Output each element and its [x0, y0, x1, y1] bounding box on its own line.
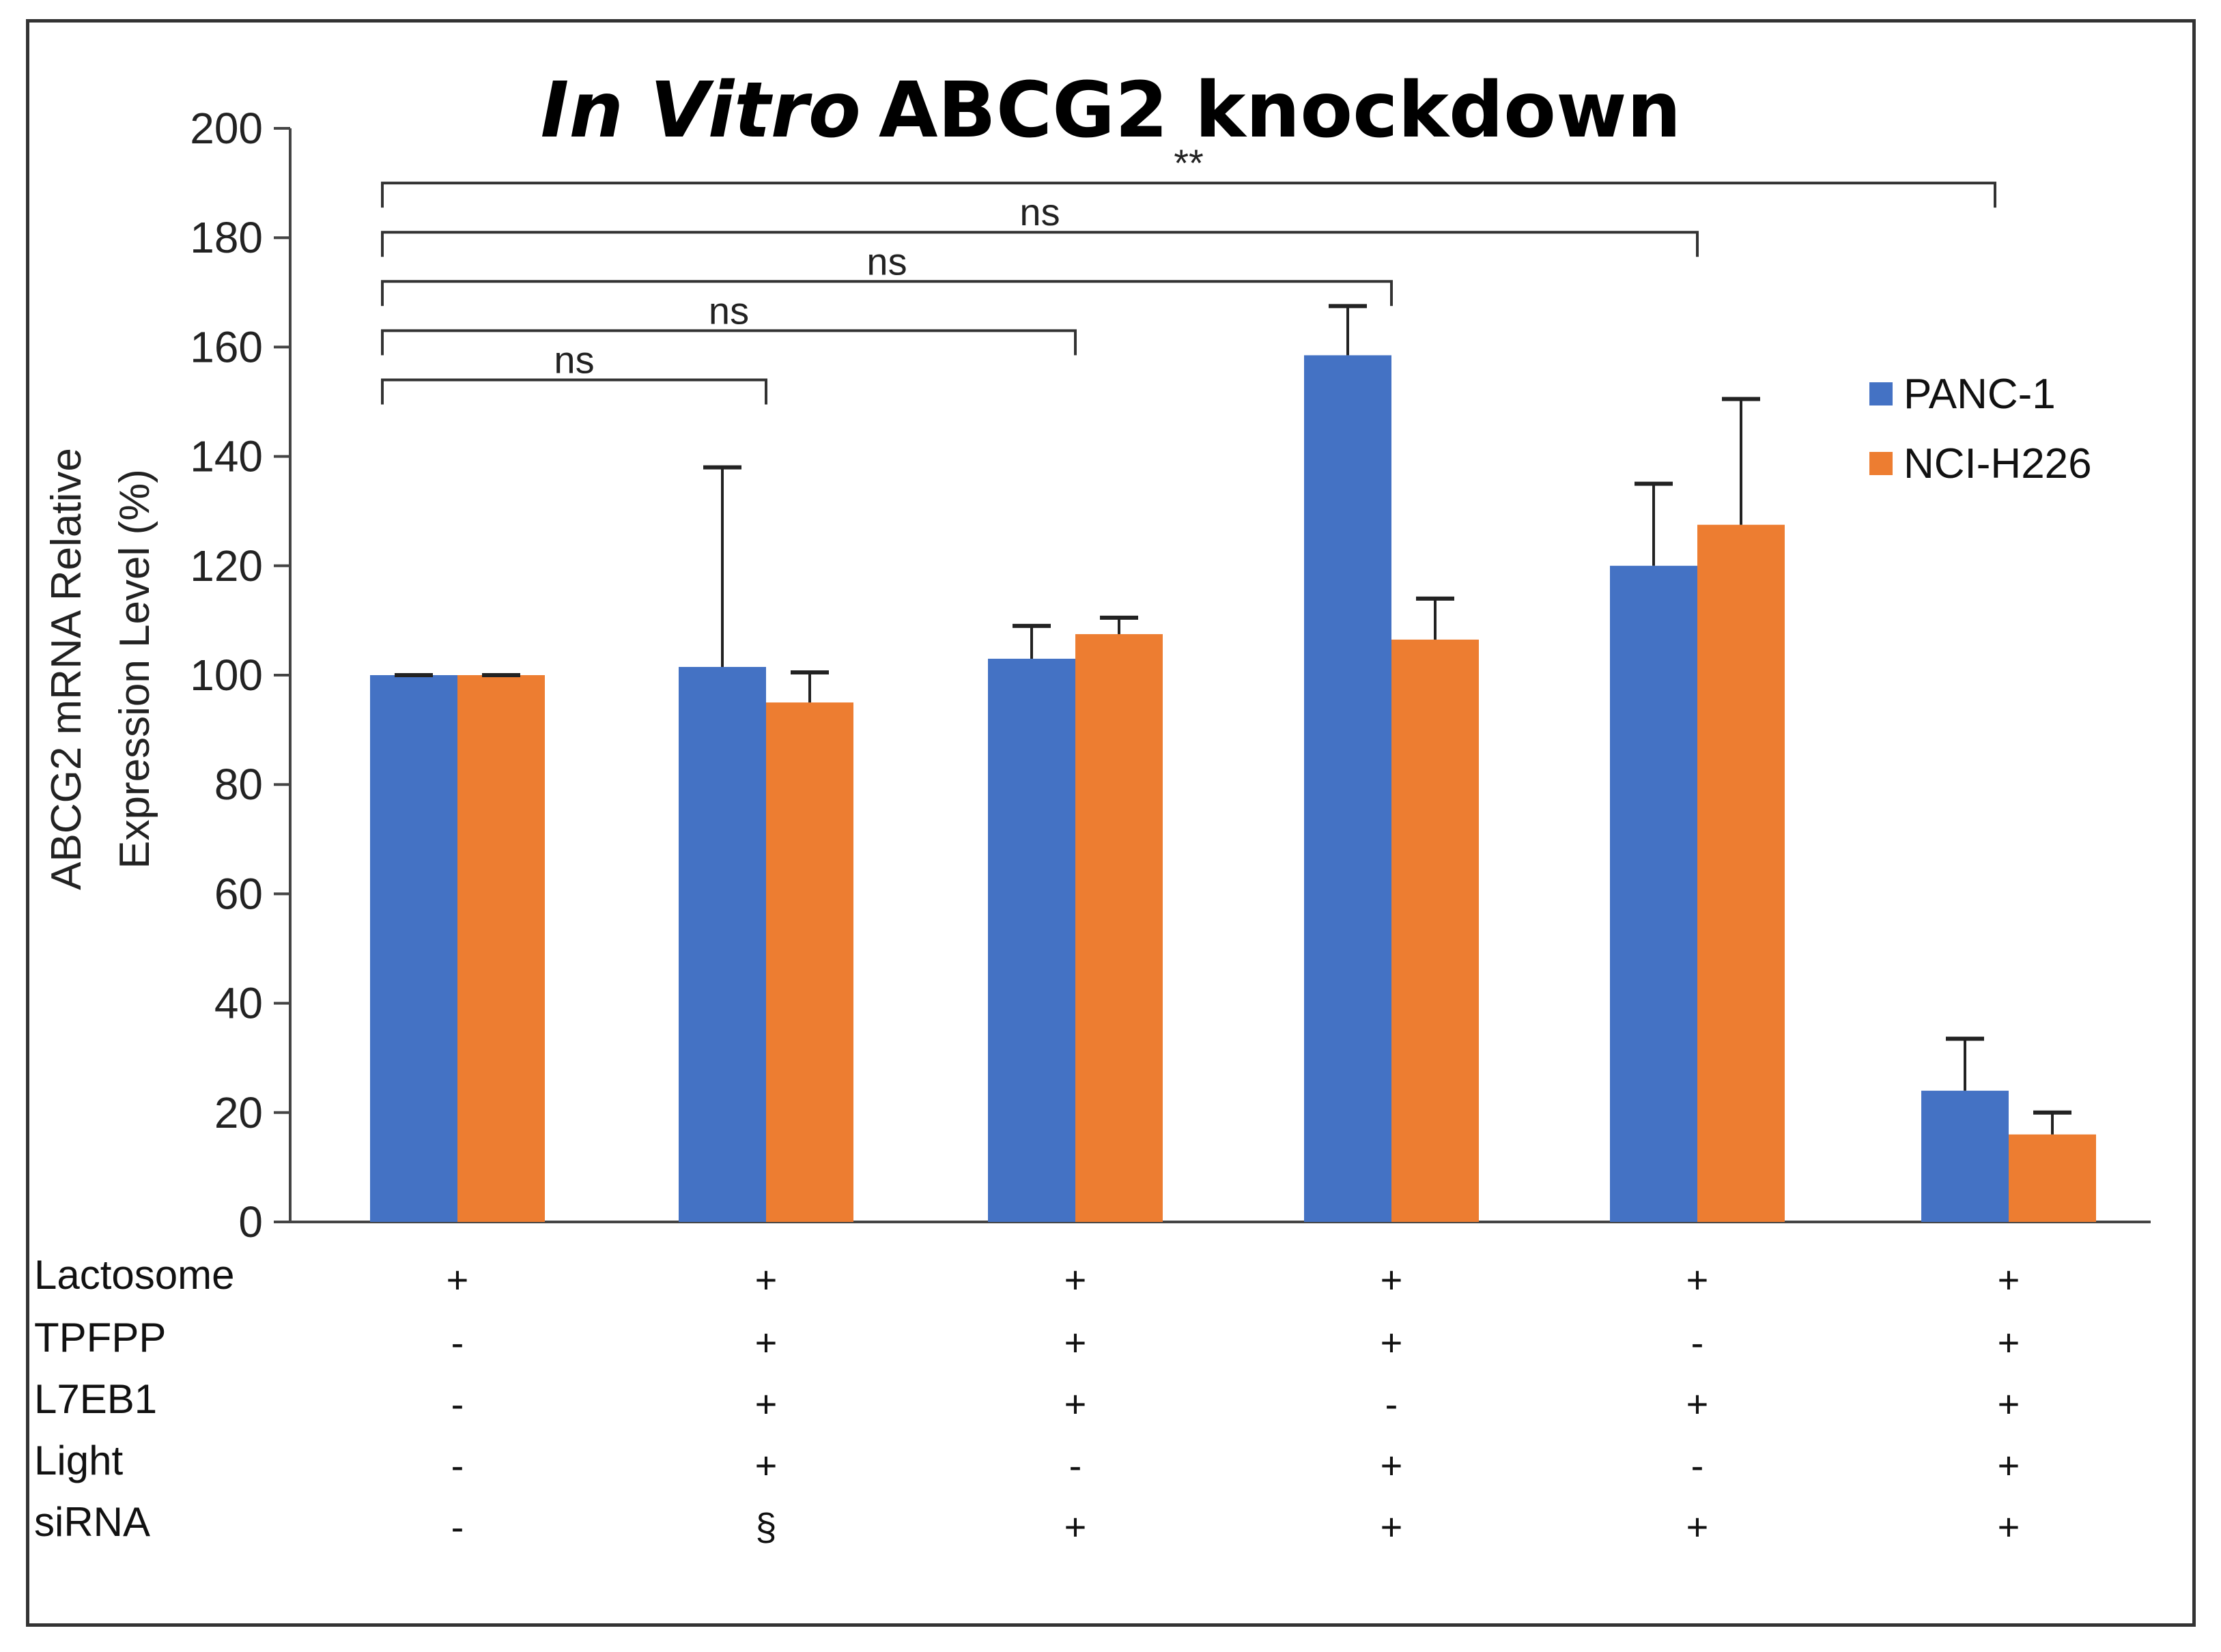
condition-cell: - [1069, 1444, 1082, 1487]
condition-cell: + [1064, 1505, 1087, 1548]
y-tick-label: 20 [214, 1088, 263, 1137]
condition-cell: + [755, 1382, 778, 1425]
condition-cell: + [755, 1321, 778, 1364]
condition-row-label: siRNA [34, 1499, 150, 1545]
y-tick-label: 140 [190, 432, 263, 481]
y-axis-label-line1: ABCG2 mRNA Relative [43, 448, 90, 890]
y-tick-label: 200 [190, 104, 263, 153]
legend-swatch [1869, 382, 1893, 405]
axes: 0 20 40 60 80 100 120 140 160 180 200 [190, 104, 2151, 1247]
condition-cell: + [1686, 1258, 1709, 1301]
bar-nci-h226 [1391, 639, 1479, 1222]
condition-cell: + [1381, 1444, 1403, 1487]
condition-cell: - [1691, 1444, 1704, 1487]
significance-bracket [381, 378, 767, 405]
significance-brackets: ns ns ns ns ** [381, 141, 1996, 405]
significance-label: ns [866, 240, 907, 283]
significance-bracket [381, 280, 1393, 307]
bar-panc-1 [1304, 355, 1391, 1222]
condition-row-label: TPFPP [34, 1315, 166, 1361]
condition-cell: + [1998, 1258, 2020, 1301]
y-tick-label: 100 [190, 651, 263, 700]
y-tick-label: 60 [214, 869, 263, 918]
bars [370, 304, 2096, 1222]
condition-row-label: L7EB1 [34, 1376, 157, 1422]
significance-label: ns [554, 338, 594, 381]
y-tick-label: 120 [190, 541, 263, 590]
condition-table: Lactosome + + + + + + TPFPP - + + + - + L7EB1 - + + - + + Lig… [34, 1252, 2020, 1548]
condition-cell: + [1998, 1444, 2020, 1487]
condition-cell: + [1064, 1382, 1087, 1425]
bar-panc-1 [679, 666, 766, 1222]
condition-cell: - [1385, 1382, 1398, 1425]
condition-cell: + [1998, 1382, 2020, 1425]
bar-nci-h226 [2009, 1134, 2096, 1222]
condition-cell: + [755, 1444, 778, 1487]
chart-title: In Vitro ABCG2 knockdown [541, 66, 1682, 155]
chart-title-rest: ABCG2 knockdown [879, 66, 1681, 155]
condition-cell: - [451, 1505, 464, 1548]
condition-cell: + [1064, 1321, 1087, 1364]
condition-cell: + [1381, 1321, 1403, 1364]
legend: PANC-1 NCI-H226 [1869, 371, 2092, 487]
bar-nci-h226 [766, 702, 853, 1222]
chart-title-italic: In Vitro [541, 66, 861, 155]
significance-bracket [381, 329, 1077, 356]
condition-cell: + [447, 1258, 469, 1301]
condition-cell: + [1686, 1505, 1709, 1548]
y-tick-label: 180 [190, 213, 263, 262]
condition-cell: + [1381, 1505, 1403, 1548]
legend-label: PANC-1 [1904, 371, 2056, 418]
legend-label: NCI-H226 [1904, 440, 2092, 487]
condition-cell: + [1064, 1258, 1087, 1301]
significance-bracket [381, 182, 1996, 208]
significance-label: ** [1174, 141, 1204, 184]
significance-label: ns [1019, 190, 1060, 233]
condition-cell: § [755, 1505, 776, 1548]
bar-nci-h226 [457, 675, 545, 1222]
y-tick-label: 160 [190, 322, 263, 371]
bar-nci-h226 [1697, 524, 1785, 1222]
condition-cell: + [1998, 1505, 2020, 1548]
condition-row-label: Lactosome [34, 1252, 235, 1298]
condition-cell: + [1381, 1258, 1403, 1301]
bar-nci-h226 [1075, 633, 1163, 1222]
y-tick-label: 80 [214, 760, 263, 809]
condition-cell: - [451, 1321, 464, 1364]
bar-panc-1 [1610, 565, 1697, 1222]
condition-cell: + [1686, 1382, 1709, 1425]
y-tick-label: 0 [238, 1197, 263, 1247]
condition-row-label: Light [34, 1438, 123, 1483]
legend-swatch [1869, 452, 1893, 475]
y-axis-label: ABCG2 mRNA Relative Expression Level (%) [43, 448, 158, 890]
bar-panc-1 [988, 658, 1075, 1222]
bar-panc-1 [370, 675, 457, 1222]
significance-bracket [381, 231, 1699, 257]
condition-cell: + [1998, 1321, 2020, 1364]
condition-cell: - [451, 1382, 464, 1425]
significance-label: ns [709, 289, 749, 332]
y-tick-label: 40 [214, 979, 263, 1028]
condition-cell: + [755, 1258, 778, 1301]
bar-panc-1 [1921, 1090, 2009, 1222]
condition-cell: - [1691, 1321, 1704, 1364]
y-axis-label-line2: Expression Level (%) [111, 469, 158, 869]
condition-cell: - [451, 1444, 464, 1487]
